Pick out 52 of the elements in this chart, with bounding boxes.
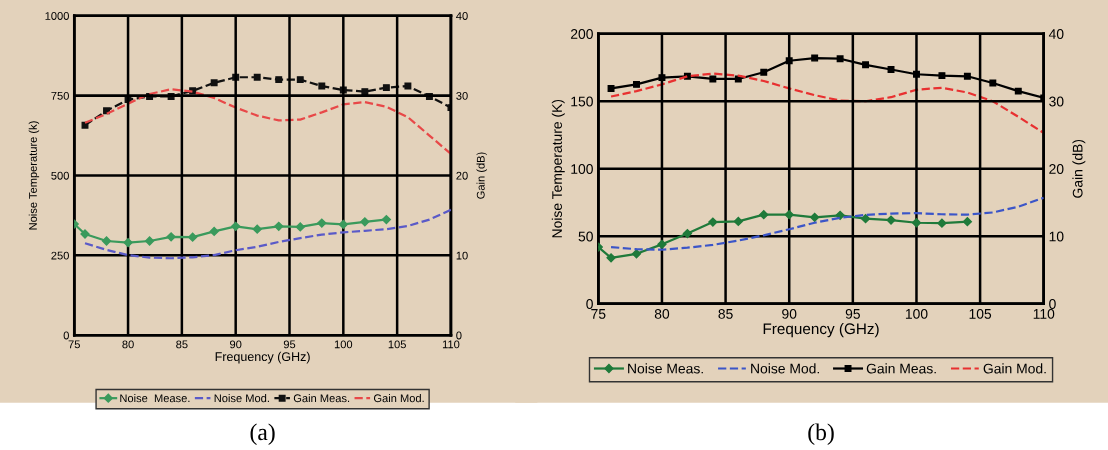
legend-label: Noise Mease. [120, 394, 190, 403]
y2-tick-label: 20 [456, 171, 468, 180]
x-tick-label: 100 [334, 340, 353, 349]
y2-tick-label: 30 [1049, 96, 1064, 107]
legend-label: Noise Meas. [628, 363, 703, 374]
y-tick-label: 100 [571, 164, 593, 174]
x-tick-label: 105 [969, 308, 992, 319]
x-tick-label: 100 [905, 308, 928, 319]
y2-tick-label: 30 [456, 91, 468, 100]
y-axis-title: Noise Temperature (K) [551, 99, 565, 238]
y-axis-title: Noise Temperature (k) [28, 121, 40, 230]
y-tick-label: 150 [571, 96, 593, 107]
y2-axis-title: Gain (dB) [1072, 139, 1086, 198]
y-tick-label: 50 [578, 231, 593, 242]
y-tick-label: 200 [570, 29, 593, 39]
y-tick-label: 0 [586, 299, 593, 309]
y-tick-label: 750 [51, 91, 69, 100]
y2-tick-label: 40 [1048, 29, 1064, 39]
legend-label: Noise Mod. [214, 394, 269, 403]
legend-label: Gain Meas. [866, 363, 936, 374]
y2-tick-label: 0 [456, 331, 462, 340]
x-axis-title: Frequency (GHz) [763, 322, 879, 338]
x-tick-label: 80 [654, 308, 670, 319]
y-tick-label: 250 [51, 251, 69, 260]
text: (a) [250, 423, 275, 445]
legend-label: Gain Meas. [293, 394, 350, 403]
x-axis-title: Frequency (GHz) [215, 351, 310, 364]
y2-tick-label: 40 [456, 12, 468, 20]
y-tick-label: 0 [63, 331, 69, 340]
x-tick-label: 85 [176, 340, 188, 349]
x-tick-label: 80 [122, 340, 134, 349]
x-tick-label: 85 [718, 308, 733, 319]
y2-tick-label: 10 [456, 251, 468, 260]
x-tick-label: 90 [230, 340, 242, 349]
x-tick-label: 90 [782, 308, 797, 319]
y-tick-label: 500 [51, 171, 69, 180]
y2-tick-label: 10 [1049, 231, 1064, 242]
y-tick-label: 1000 [45, 12, 69, 20]
x-tick-label: 75 [68, 340, 80, 349]
y2-axis-title: Gain (dB) [476, 152, 487, 199]
x-tick-label: 110 [442, 340, 460, 349]
legend-label: Gain Mod. [983, 363, 1046, 374]
x-tick-label: 105 [388, 340, 406, 349]
y2-tick-label: 20 [1049, 164, 1064, 174]
legend-label: Noise Mod. [751, 363, 819, 374]
legend-label: Gain Mod. [373, 394, 424, 403]
y2-tick-label: 0 [1049, 299, 1056, 309]
x-tick-label: 110 [1033, 308, 1055, 319]
x-tick-label: 75 [591, 309, 606, 319]
x-tick-label: 95 [283, 340, 296, 349]
text: (b) [808, 423, 834, 445]
x-tick-label: 95 [845, 308, 860, 319]
